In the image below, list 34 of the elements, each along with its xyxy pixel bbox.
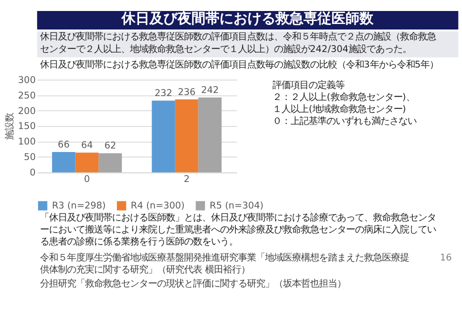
data-label: 236 (178, 86, 196, 98)
y-axis-title: 施設数 (4, 112, 16, 140)
y-tick-label: 100 (18, 136, 36, 148)
bar (175, 99, 198, 172)
bar (98, 153, 122, 172)
bar (198, 98, 222, 172)
chart-subtitle: 休日及び夜間帯における救急専従医師数の評価項目点数毎の施設数の比較（令和3年から令和5年） (40, 60, 439, 71)
text: 「休日及び夜間帯における医師数」とは、休日及び夜間帯における診療であって、救命救急センターにおいて搬送等により来院した重篤患者への外来診療及び救命救急センターの病床に入院している患者の診療に係る業務を行う医師の数をいう。 (40, 212, 436, 248)
x-tick-label: 2 (184, 174, 190, 186)
data-label: 232 (154, 88, 172, 99)
data-label: 242 (201, 84, 219, 96)
chart-title: 休日及び夜間帯における救急専従医師数 (120, 10, 375, 28)
bar (75, 152, 99, 172)
y-tick-label: 200 (18, 106, 36, 117)
data-label: 64 (81, 140, 93, 151)
text: ０：上記基準のいずれも満たさない (272, 116, 417, 128)
text: ２：２人以上(救命救急センター)、 (272, 92, 415, 104)
text: 評価項目の定義等 (272, 80, 345, 91)
bar (52, 152, 76, 172)
text: 休日及び夜間帯における救急専従医師数の評価項目点数は、令和５年時点で２点の施設（救命救急センターで２人以上、地域救命救急センターで１人以上）の施設が242/304施設であった。 (40, 32, 436, 55)
legend-label: R3 (n=298) (52, 200, 106, 212)
y-tick-label: 50 (24, 152, 36, 164)
text: １人以上(地域救命救急センター) (272, 104, 406, 116)
y-tick-label: 150 (18, 121, 36, 132)
legend-label: R4 (n=300) (130, 200, 185, 212)
legend-label: R5 (n=304) (210, 200, 264, 212)
data-label: 62 (104, 140, 116, 152)
text: 令和５年度厚生労働省地域医療基盤開発推進研究事業「地域医療構想を踏まえた救急医療提供体制の充実に関する研究」（研究代表 横田裕行） (40, 252, 409, 276)
text: 分担研究「救命救急センターの現状と評価に関する研究」（坂本哲也担当） (40, 278, 346, 290)
text: 16 (440, 252, 452, 264)
y-tick-label: 300 (18, 74, 36, 86)
data-label: 66 (58, 139, 70, 150)
y-tick-label: 250 (18, 90, 36, 102)
bar (152, 100, 176, 172)
